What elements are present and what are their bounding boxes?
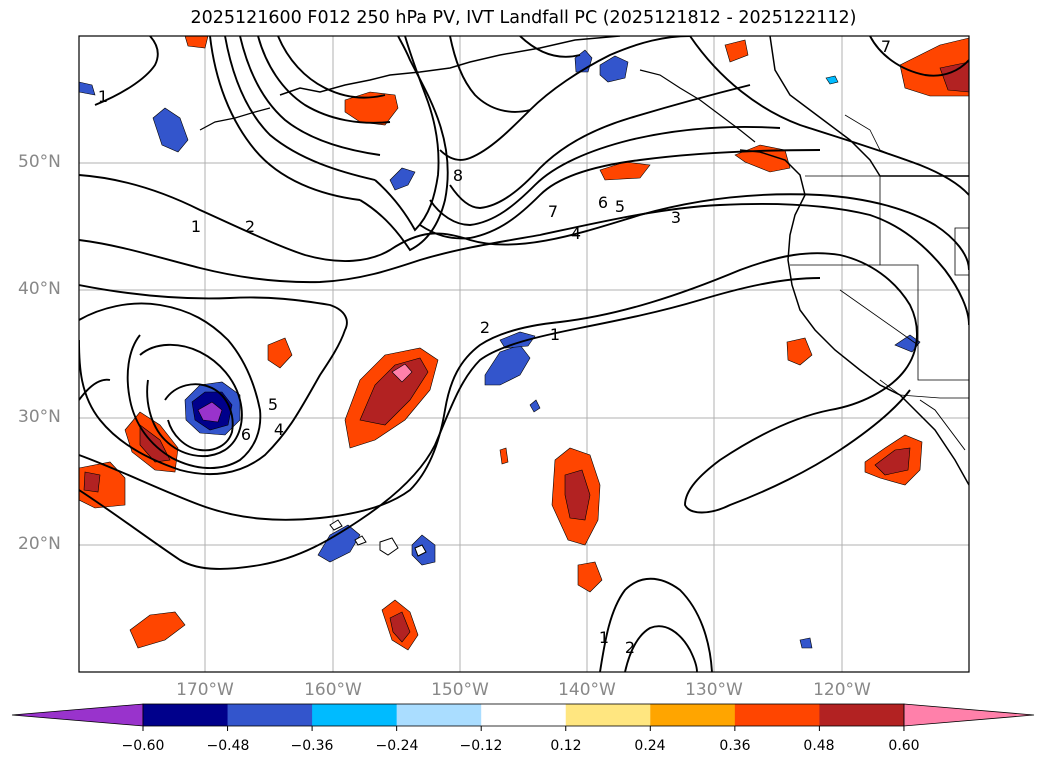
colorbar-tick-label: 0.12 bbox=[550, 738, 582, 754]
lon-label-150w: 150°W bbox=[431, 680, 489, 700]
colorbar-tick-label: −0.24 bbox=[375, 738, 419, 754]
positive-patch bbox=[786, 337, 813, 366]
contour-label: 5 bbox=[268, 395, 278, 414]
hawaii-islands bbox=[329, 519, 427, 557]
positive-patch bbox=[184, 36, 209, 49]
negative-patch bbox=[599, 55, 629, 83]
positive-patch bbox=[939, 61, 969, 93]
lat-label-40: 40°N bbox=[18, 279, 61, 299]
negative-patch bbox=[894, 334, 921, 353]
contour-label: 8 bbox=[453, 166, 463, 185]
colorbar-segment bbox=[143, 704, 229, 726]
colorbar-segment bbox=[312, 704, 398, 726]
colorbar-segment bbox=[227, 704, 313, 726]
colorbar-tick-label: −0.12 bbox=[459, 738, 503, 754]
negative-patch bbox=[484, 344, 531, 386]
negative-patch bbox=[197, 401, 223, 423]
contour-label: 6 bbox=[241, 425, 251, 444]
ivt-filled-patches bbox=[79, 36, 969, 651]
contour-label: 1 bbox=[98, 87, 108, 106]
negative-patch bbox=[152, 107, 189, 153]
lon-label-160w: 160°W bbox=[304, 680, 362, 700]
positive-patch bbox=[724, 39, 749, 63]
lat-label-20: 20°N bbox=[18, 534, 61, 554]
colorbar-segment bbox=[819, 704, 905, 726]
negative-patch bbox=[825, 75, 839, 85]
contour-label: 4 bbox=[571, 224, 581, 243]
pv-contours bbox=[79, 36, 969, 672]
lon-label-120w: 120°W bbox=[813, 680, 871, 700]
colorbar-segment bbox=[565, 704, 651, 726]
colorbar-tick-label: −0.36 bbox=[290, 738, 334, 754]
contour-label: 2 bbox=[245, 217, 255, 236]
colorbar-outline bbox=[142, 703, 905, 727]
colorbar bbox=[11, 703, 1035, 731]
lat-label-50: 50°N bbox=[18, 152, 61, 172]
lon-label-140w: 140°W bbox=[558, 680, 616, 700]
negative-patch bbox=[79, 81, 96, 96]
positive-patch bbox=[267, 337, 293, 369]
colorbar-extend-high bbox=[903, 703, 1035, 727]
colorbar-segment bbox=[396, 704, 482, 726]
negative-patch bbox=[389, 167, 416, 191]
contour-label: 7 bbox=[548, 202, 558, 221]
contour-label: 2 bbox=[480, 318, 490, 337]
contour-label: 4 bbox=[274, 420, 284, 439]
lon-label-170w: 170°W bbox=[176, 680, 234, 700]
coastlines bbox=[199, 36, 969, 486]
contour-label: 1 bbox=[191, 217, 201, 236]
colorbar-segment bbox=[734, 704, 820, 726]
colorbar-tick-label: 0.48 bbox=[803, 738, 835, 754]
pv-contour-labels: 1 1 2 8 7 6 5 4 3 2 1 6 5 4 1 2 7 bbox=[98, 37, 891, 657]
contour-label: 7 bbox=[881, 37, 891, 56]
map-title: 2025121600 F012 250 hPa PV, IVT Landfall… bbox=[190, 8, 857, 28]
positive-patch bbox=[83, 471, 101, 493]
colorbar-extend-low bbox=[11, 703, 144, 727]
colorbar-tick-label: −0.60 bbox=[121, 738, 165, 754]
colorbar-tick-label: 0.36 bbox=[719, 738, 751, 754]
positive-patch bbox=[564, 469, 591, 521]
positive-patch bbox=[874, 447, 911, 476]
positive-patch bbox=[344, 91, 399, 126]
contour-label: 6 bbox=[598, 193, 608, 212]
positive-patch bbox=[129, 611, 186, 649]
negative-patch bbox=[317, 524, 361, 563]
positive-patch bbox=[389, 611, 411, 643]
negative-patch bbox=[529, 399, 541, 413]
contour-label: 1 bbox=[599, 628, 609, 647]
colorbar-tick-label: −0.48 bbox=[206, 738, 250, 754]
lat-label-30: 30°N bbox=[18, 407, 61, 427]
positive-patch bbox=[499, 447, 509, 465]
colorbar-tick-label: 0.24 bbox=[634, 738, 666, 754]
lon-label-130w: 130°W bbox=[685, 680, 743, 700]
positive-patch bbox=[359, 357, 429, 426]
contour-label: 2 bbox=[625, 638, 635, 657]
map-panel: 1 1 2 8 7 6 5 4 3 2 1 6 5 4 1 2 7 bbox=[78, 35, 970, 673]
colorbar-segment bbox=[650, 704, 736, 726]
contour-label: 3 bbox=[671, 208, 681, 227]
map-frame bbox=[78, 35, 970, 673]
negative-patch bbox=[799, 637, 813, 649]
contour-label: 5 bbox=[615, 197, 625, 216]
colorbar-segment bbox=[481, 704, 567, 726]
positive-patch bbox=[577, 561, 603, 593]
colorbar-tick-label: 0.60 bbox=[888, 738, 920, 754]
positive-patch bbox=[391, 363, 413, 383]
contour-label: 1 bbox=[550, 325, 560, 344]
